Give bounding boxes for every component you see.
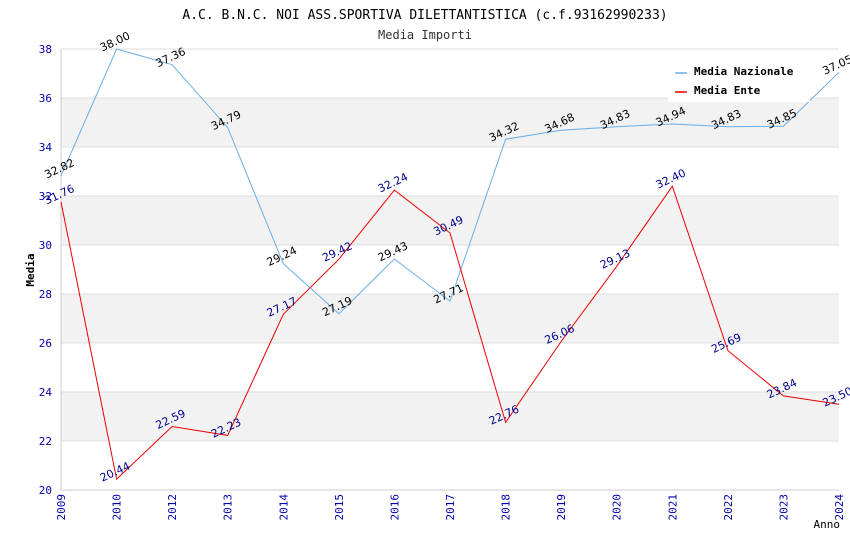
x-tick-label: 2014 (277, 494, 290, 521)
grid-bands (61, 98, 839, 441)
x-tick-label: 2010 (111, 494, 124, 521)
y-tick-label: 36 (39, 92, 52, 105)
series-lines (60, 48, 840, 481)
y-tick-label: 20 (39, 484, 52, 497)
y-tick-label: 34 (39, 141, 53, 154)
series-line-media-nazionale (60, 48, 840, 315)
x-tick-label: 2020 (611, 494, 624, 521)
grid-band (61, 294, 839, 343)
x-tick-label: 2018 (500, 494, 513, 521)
chart-subtitle: Media Importi (378, 28, 472, 42)
y-tick-label: 24 (39, 386, 53, 399)
x-tick-label: 2022 (722, 494, 735, 521)
grid-band (61, 196, 839, 245)
y-tick-label: 30 (39, 239, 52, 252)
legend-label-media-nazionale: Media Nazionale (694, 65, 794, 78)
legend: Media Nazionale Media Ente (668, 60, 810, 102)
grid-lines (61, 48, 839, 491)
x-tick-label: 2016 (388, 494, 401, 521)
y-tick-label: 26 (39, 337, 52, 350)
x-tick-label: 2015 (333, 494, 346, 521)
x-tick-labels: 2009 2010 2012 2013 2014 2015 2016 2017 2018 2019… (55, 494, 846, 521)
legend-label-media-ente: Media Ente (694, 84, 761, 97)
x-tick-label: 2024 (833, 494, 846, 521)
x-tick-label: 2009 (55, 494, 68, 521)
grid-band (61, 98, 839, 147)
x-tick-label: 2023 (777, 494, 790, 521)
y-tick-labels: 20 22 24 26 28 30 32 34 36 38 (39, 43, 53, 497)
y-tick-label: 28 (39, 288, 52, 301)
chart-title: A.C. B.N.C. NOI ASS.SPORTIVA DILETTANTIS… (182, 8, 667, 23)
series-line-media-ente (60, 185, 840, 481)
x-tick-label: 2021 (666, 494, 679, 521)
y-tick-label: 32 (39, 190, 52, 203)
x-axis-title: Anno (814, 518, 841, 531)
y-tick-label: 38 (39, 43, 52, 56)
x-tick-label: 2017 (444, 494, 457, 521)
grid-band (61, 392, 839, 441)
x-tick-label: 2019 (555, 494, 568, 521)
legend-background (668, 60, 810, 102)
y-axis-title: Media (24, 253, 37, 286)
axes (60, 49, 839, 491)
x-tick-label: 2012 (166, 494, 179, 521)
y-tick-label: 22 (39, 435, 52, 448)
x-tick-label: 2013 (222, 494, 235, 521)
